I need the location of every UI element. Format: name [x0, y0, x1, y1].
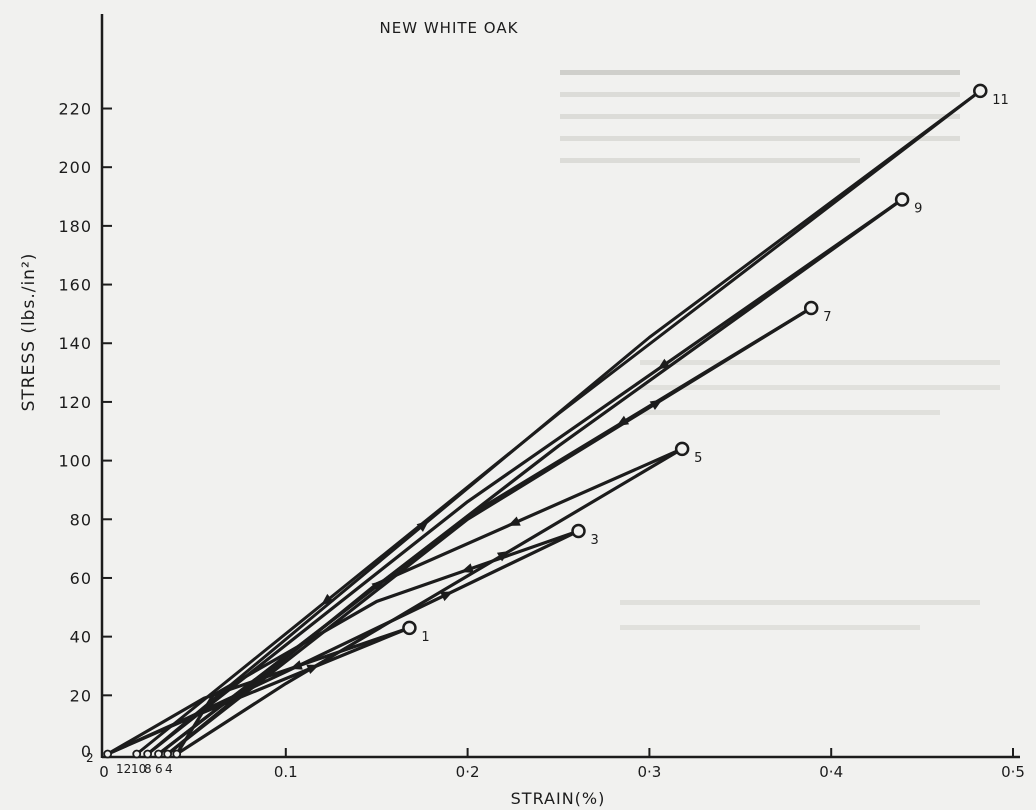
direction-arrow — [649, 399, 663, 410]
y-tick-label: 140 — [58, 334, 92, 353]
series-line — [175, 447, 684, 756]
x-axis-label: STRAIN(%) — [511, 789, 606, 808]
origin-label: 10 — [131, 762, 146, 776]
x-tick-label: 0.1 — [274, 763, 298, 781]
peak-label: 3 — [590, 533, 598, 548]
x-tick-label: 0·5 — [1001, 763, 1025, 781]
y-axis-label: STRESS (lbs./in²) — [19, 253, 39, 412]
peak-label: 5 — [694, 451, 702, 466]
origin-label: 4 — [165, 762, 173, 776]
direction-arrow — [657, 358, 671, 370]
peak-marker — [803, 300, 819, 316]
y-tick-label: 60 — [70, 569, 92, 588]
peak-marker — [571, 523, 586, 539]
cycle-markers: 1 3 5 7 9 11 2 12 108 6 4 — [86, 83, 1009, 776]
y-tick-label: 180 — [58, 217, 92, 236]
x-tick-label: 0 — [99, 763, 109, 781]
stress-strain-series — [106, 89, 982, 756]
peak-label: 7 — [823, 310, 831, 325]
direction-arrow — [371, 580, 385, 592]
y-axis-ticks: 0 20 40 60 80 100 120 140 160 180 200 220 — [58, 100, 112, 761]
peak-marker — [973, 83, 988, 99]
x-tick-label: 0·4 — [819, 763, 843, 781]
direction-arrow — [321, 593, 334, 606]
bleed-through-text — [560, 70, 1000, 630]
series-line — [135, 89, 982, 756]
y-tick-label: 0 — [81, 742, 92, 761]
origin-marker — [132, 749, 142, 759]
origin-marker — [163, 749, 173, 759]
y-tick-label: 160 — [58, 276, 92, 295]
peak-label: 11 — [992, 93, 1009, 108]
y-tick-label: 100 — [58, 452, 92, 471]
x-axis-ticks: 0 0.1 0·2 0·3 0·4 0·5 — [99, 748, 1025, 781]
chart-title: NEW WHITE OAK — [380, 19, 519, 37]
origin-marker — [172, 749, 182, 759]
origin-label: 6 — [155, 762, 163, 776]
peak-marker — [894, 192, 910, 207]
origin-marker — [154, 749, 163, 759]
y-tick-label: 40 — [70, 628, 92, 647]
peak-label: 1 — [421, 630, 429, 645]
series-line — [156, 197, 904, 756]
origin-label: 8 — [144, 762, 152, 776]
direction-arrow — [496, 550, 510, 562]
direction-arrow — [416, 520, 429, 532]
y-tick-label: 20 — [70, 686, 92, 705]
direction-arrow — [616, 415, 630, 427]
y-tick-label: 120 — [58, 393, 92, 412]
y-tick-label: 200 — [58, 158, 92, 177]
y-tick-label: 80 — [70, 510, 92, 529]
direction-arrow — [440, 591, 454, 602]
x-tick-label: 0·3 — [637, 763, 661, 781]
series-line — [146, 89, 982, 756]
peak-marker — [402, 620, 417, 636]
series-line — [146, 197, 904, 756]
origin-marker — [143, 749, 153, 759]
y-tick-label: 220 — [58, 100, 92, 119]
peak-marker — [674, 441, 690, 457]
direction-arrow — [507, 516, 521, 526]
x-tick-label: 0·2 — [456, 763, 480, 781]
origin-label: 2 — [86, 751, 94, 765]
direction-arrow — [460, 563, 474, 573]
peak-label: 9 — [914, 201, 922, 216]
origin-marker — [103, 749, 113, 759]
origin-label: 12 — [116, 762, 131, 776]
